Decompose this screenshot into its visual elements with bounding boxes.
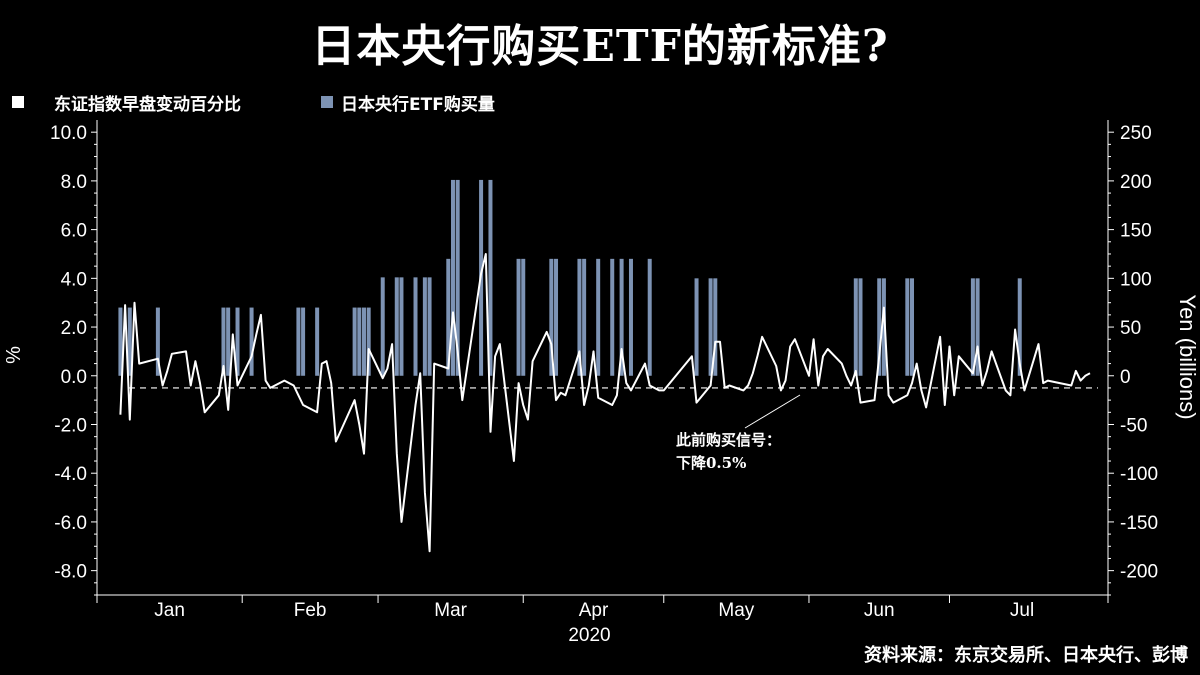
right-tick-label: 0 bbox=[1120, 367, 1131, 388]
etf-bar bbox=[301, 307, 306, 376]
left-axis-title: % bbox=[3, 346, 25, 364]
left-tick-label: 2.0 bbox=[61, 318, 87, 339]
left-tick-label: -4.0 bbox=[54, 464, 87, 485]
left-tick-label: -2.0 bbox=[54, 415, 87, 436]
etf-bar bbox=[235, 307, 240, 376]
etf-bar bbox=[628, 258, 633, 376]
right-tick-label: -50 bbox=[1120, 415, 1147, 436]
etf-bar bbox=[155, 307, 160, 376]
etf-bar bbox=[713, 278, 718, 376]
legend-label-etf: 日本央行ETF购买量 bbox=[341, 94, 495, 115]
right-tick-label: -200 bbox=[1120, 562, 1158, 583]
month-label: Mar bbox=[434, 600, 467, 621]
etf-bar bbox=[127, 307, 132, 376]
legend-swatch-bar bbox=[321, 96, 333, 108]
left-tick-label: 8.0 bbox=[61, 172, 87, 193]
etf-bar bbox=[554, 258, 559, 376]
etf-bar bbox=[858, 278, 863, 376]
right-tick-label: -150 bbox=[1120, 513, 1158, 534]
etf-bar bbox=[450, 179, 455, 376]
etf-bar bbox=[1017, 278, 1022, 376]
index-line bbox=[119, 253, 1091, 553]
etf-bar bbox=[315, 307, 320, 376]
annotation-line1: 此前购买信号： bbox=[676, 431, 781, 449]
etf-bar bbox=[853, 278, 858, 376]
year-label: 2020 bbox=[568, 625, 610, 646]
etf-bar bbox=[610, 258, 615, 376]
right-tick-label: 50 bbox=[1120, 318, 1141, 339]
etf-bar bbox=[226, 307, 231, 376]
left-tick-label: 0.0 bbox=[61, 367, 87, 388]
etf-bar bbox=[619, 258, 624, 376]
etf-bar bbox=[361, 307, 366, 376]
legend-label-index: 东证指数早盘变动百分比 bbox=[54, 94, 241, 115]
month-label: Jan bbox=[154, 600, 185, 621]
etf-bar bbox=[881, 278, 886, 376]
etf-bar bbox=[521, 258, 526, 376]
annotation-pointer bbox=[744, 394, 801, 429]
etf-bar bbox=[488, 179, 493, 376]
month-label: May bbox=[718, 600, 754, 621]
etf-bar bbox=[394, 277, 399, 376]
legend-swatch-line bbox=[12, 96, 24, 108]
etf-bar bbox=[970, 278, 975, 376]
left-tick-label: 4.0 bbox=[61, 269, 87, 290]
legend-item-etf: 日本央行ETF购买量 bbox=[321, 90, 495, 115]
etf-bar bbox=[910, 278, 915, 376]
etf-bar bbox=[577, 258, 582, 376]
chart-title: 日本央行购买ETF的新标准? bbox=[311, 21, 889, 72]
etf-bar bbox=[118, 307, 123, 376]
etf-bar bbox=[596, 258, 601, 376]
etf-bar bbox=[422, 277, 427, 376]
etf-bar bbox=[708, 278, 713, 376]
annotation-line2: 下降0.5% bbox=[676, 454, 746, 472]
etf-bar bbox=[975, 278, 980, 376]
right-tick-label: 250 bbox=[1120, 123, 1152, 144]
etf-bar bbox=[549, 258, 554, 376]
etf-bar bbox=[516, 258, 521, 376]
etf-bar bbox=[357, 307, 362, 376]
right-tick-label: 150 bbox=[1120, 221, 1152, 242]
etf-bar bbox=[221, 307, 226, 376]
right-tick-label: 200 bbox=[1120, 172, 1152, 193]
right-axis-title: Yen (billions) bbox=[1175, 294, 1200, 419]
left-tick-label: -8.0 bbox=[54, 562, 87, 583]
source-note: 资料来源：东京交易所、日本央行、彭博 bbox=[864, 645, 1188, 666]
month-label: Feb bbox=[294, 600, 327, 621]
etf-bar bbox=[694, 278, 699, 376]
etf-bar bbox=[413, 277, 418, 376]
etf-bar bbox=[582, 258, 587, 376]
etf-bar bbox=[877, 278, 882, 376]
etf-bar bbox=[446, 258, 451, 376]
month-label: Jun bbox=[864, 600, 895, 621]
right-tick-label: -100 bbox=[1120, 464, 1158, 485]
etf-bar bbox=[427, 277, 432, 376]
etf-bar bbox=[296, 307, 301, 376]
etf-bar bbox=[366, 307, 371, 376]
etf-bar bbox=[249, 307, 254, 376]
etf-bar bbox=[380, 277, 385, 376]
etf-bar bbox=[905, 278, 910, 376]
left-tick-label: 6.0 bbox=[61, 221, 87, 242]
legend: 东证指数早盘变动百分比 日本央行ETF购买量 bbox=[12, 88, 575, 116]
etf-bar bbox=[647, 258, 652, 376]
month-label: Jul bbox=[1010, 600, 1034, 621]
etf-bar bbox=[455, 179, 460, 376]
left-tick-label: -6.0 bbox=[54, 513, 87, 534]
month-label: Apr bbox=[579, 600, 609, 621]
right-tick-label: 100 bbox=[1120, 269, 1152, 290]
legend-item-index: 东证指数早盘变动百分比 bbox=[12, 90, 241, 115]
left-tick-label: 10.0 bbox=[50, 123, 87, 144]
etf-bar bbox=[399, 277, 404, 376]
etf-bar bbox=[352, 307, 357, 376]
